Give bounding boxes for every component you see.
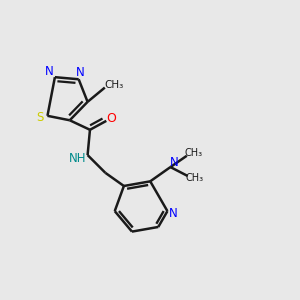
- Text: CH₃: CH₃: [104, 80, 123, 90]
- Text: N: N: [45, 65, 53, 78]
- Text: NH: NH: [68, 152, 86, 164]
- Text: O: O: [107, 112, 117, 125]
- Text: S: S: [36, 111, 44, 124]
- Text: N: N: [76, 66, 85, 79]
- Text: N: N: [168, 207, 177, 220]
- Text: CH₃: CH₃: [185, 173, 203, 183]
- Text: N: N: [169, 156, 178, 169]
- Text: CH₃: CH₃: [184, 148, 202, 158]
